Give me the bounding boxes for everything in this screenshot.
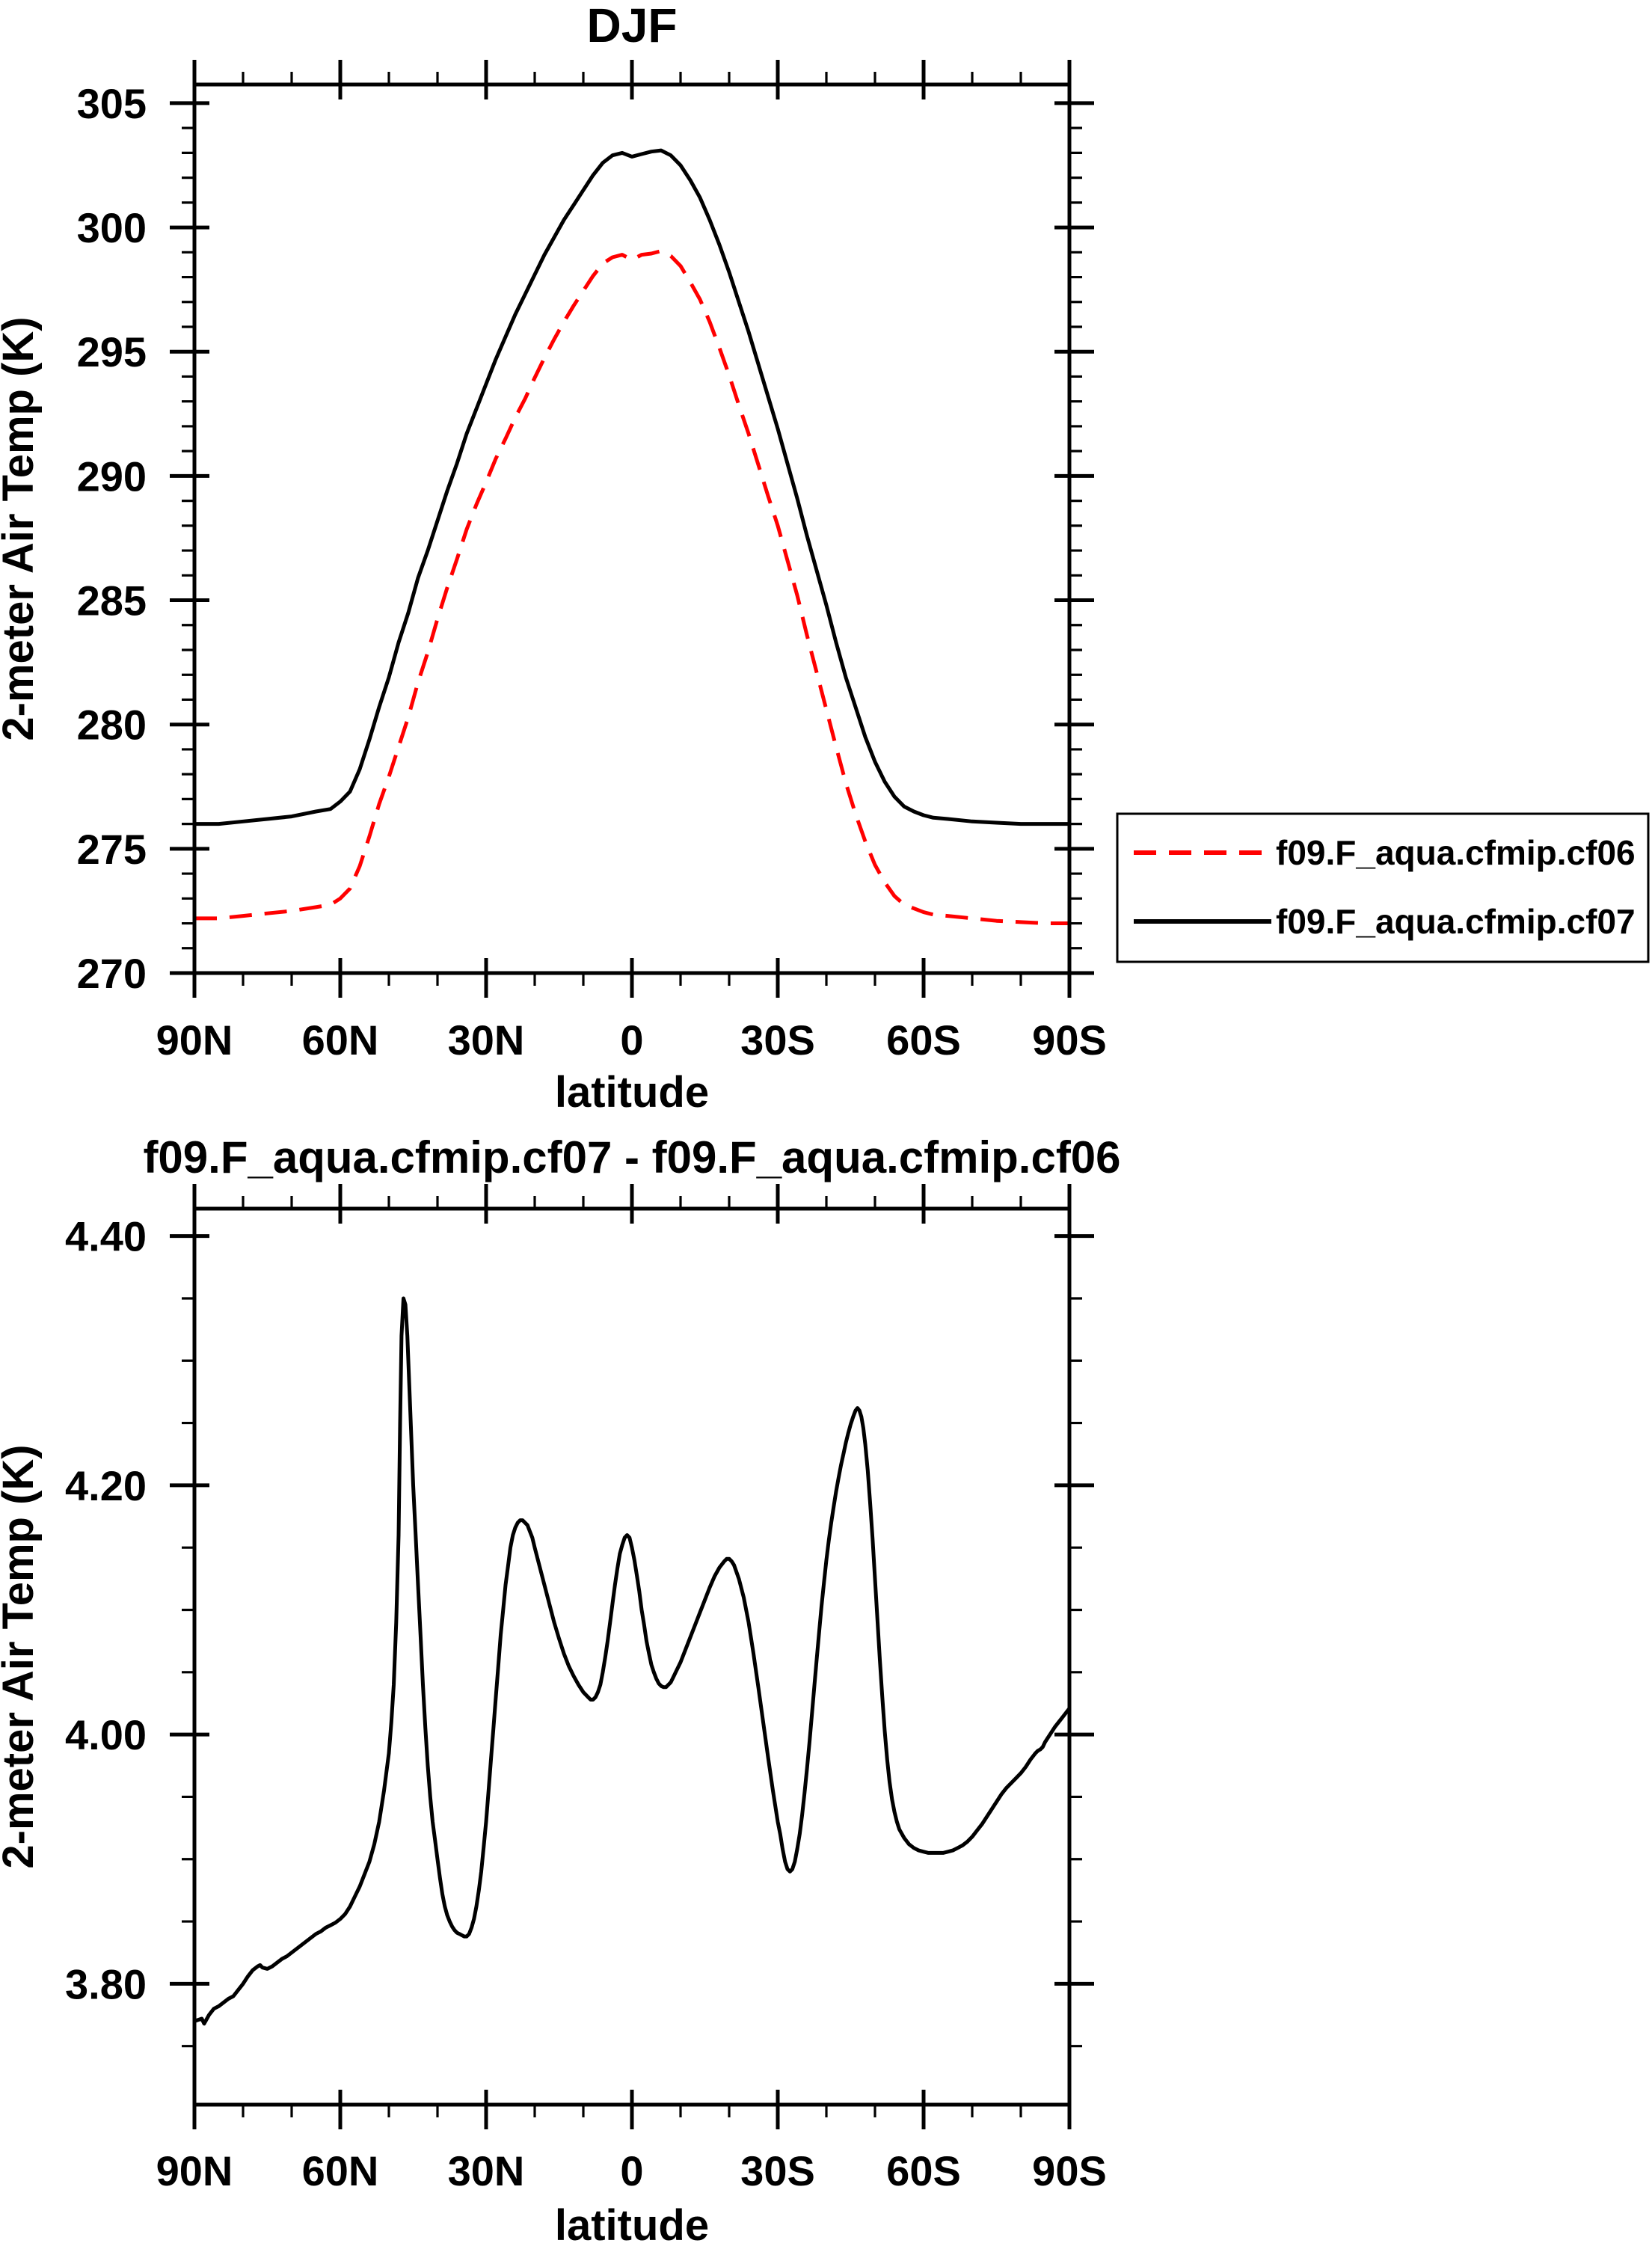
plot-frame (192, 82, 1072, 975)
series-curve-f09-f-aqua-cfmip-cf07 (194, 148, 1069, 826)
y-tick-label: 295 (77, 328, 147, 375)
x-tick-label: 30N (448, 1016, 525, 1064)
x-tick-label: 90S (1032, 2147, 1107, 2194)
legend-entry-cf06: f09.F_aqua.cfmip.cf06 (1134, 833, 1636, 872)
bottom-chart-title: f09.F_aqua.cfmip.cf07 - f09.F_aqua.cfmip… (143, 1132, 1120, 1182)
legend-box (1116, 812, 1650, 963)
x-tick-label: 60N (302, 2147, 379, 2194)
legend: f09.F_aqua.cfmip.cf06 f09.F_aqua.cfmip.c… (1116, 812, 1650, 963)
bottom-chart-series (194, 1296, 1071, 2026)
series-curve-f09-f-aqua-cfmip-cf06 (194, 249, 1069, 925)
bottom-chart-x-axis-title: latitude (555, 2201, 709, 2250)
y-tick-label: 290 (77, 452, 147, 500)
x-tick-label: 0 (620, 1016, 643, 1064)
x-tick-label: 60S (886, 2147, 961, 2194)
y-tick-label: 4.40 (65, 1213, 147, 1260)
y-tick-label: 300 (77, 204, 147, 251)
legend-label-cf06: f09.F_aqua.cfmip.cf06 (1276, 833, 1636, 872)
y-tick-label: 275 (77, 826, 147, 873)
top-chart-tick-labels: 90N 60N 30N 0 30S 60S 90S 270 275 280 285 290 295 300… (77, 80, 1107, 1064)
legend-label-cf07: f09.F_aqua.cfmip.cf07 (1276, 902, 1636, 941)
y-tick-label: 305 (77, 80, 147, 127)
y-tick-label: 4.20 (65, 1462, 147, 1509)
y-tick-label: 3.80 (65, 1960, 147, 2007)
bottom-chart-frame (192, 1206, 1072, 2107)
plot-frame (192, 1206, 1072, 2107)
x-tick-label: 90N (156, 2147, 233, 2194)
y-tick-label: 4.00 (65, 1711, 147, 1758)
x-tick-label: 90N (156, 1016, 233, 1064)
y-tick-label: 270 (77, 950, 147, 997)
x-tick-label: 60S (886, 1016, 961, 1064)
top-chart: DJF 2-meter Air Temp (K) latitude 90N 60N… (0, 0, 1107, 1117)
x-tick-label: 90S (1032, 1016, 1107, 1064)
top-chart-series (194, 148, 1069, 925)
x-tick-label: 60N (302, 1016, 379, 1064)
top-chart-title: DJF (587, 0, 678, 52)
top-chart-x-axis-title: latitude (555, 1068, 709, 1117)
bottom-chart: f09.F_aqua.cfmip.cf07 - f09.F_aqua.cfmip… (0, 1132, 1121, 2250)
y-tick-label: 285 (77, 577, 147, 625)
bottom-chart-tick-labels: 90N 60N 30N 0 30S 60S 90S 3.80 4.00 4.20 4.40 (65, 1213, 1107, 2194)
x-tick-label: 0 (620, 2147, 643, 2194)
bottom-chart-ticks (170, 1184, 1094, 2129)
top-chart-ticks (170, 60, 1094, 998)
top-chart-frame (192, 82, 1072, 975)
top-chart-y-axis-title: 2-meter Air Temp (K) (0, 316, 43, 740)
x-tick-label: 30N (448, 2147, 525, 2194)
y-tick-label: 280 (77, 702, 147, 749)
x-tick-label: 30S (740, 1016, 815, 1064)
legend-entry-cf07: f09.F_aqua.cfmip.cf07 (1134, 902, 1636, 941)
series-curve-cf07-minus-cf06 (194, 1296, 1071, 2026)
bottom-chart-y-axis-title: 2-meter Air Temp (K) (0, 1444, 43, 1868)
x-tick-label: 30S (740, 2147, 815, 2194)
